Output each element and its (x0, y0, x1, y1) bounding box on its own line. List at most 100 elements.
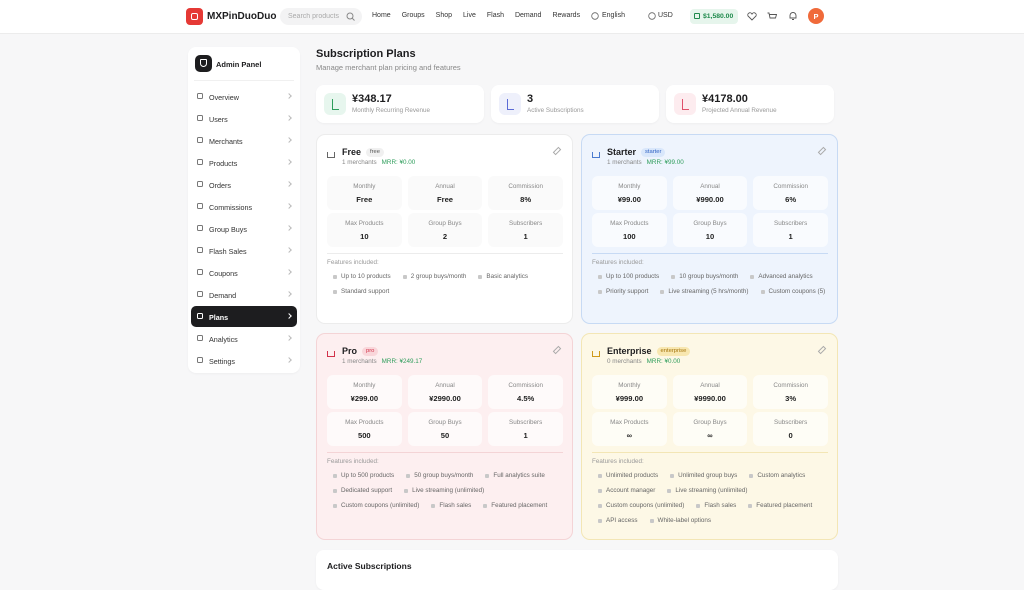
cell-label: Group Buys (693, 219, 727, 227)
chevron (286, 291, 292, 297)
sidebar-item[interactable]: Overview (191, 86, 297, 107)
feature: Custom coupons (unlimited) (333, 502, 419, 509)
edit-icon[interactable] (817, 345, 827, 355)
stat-cell: Max Products ∞ (592, 412, 667, 446)
nav-link[interactable]: Groups (401, 12, 425, 19)
sidebar-item[interactable]: Orders (191, 174, 297, 195)
item-icon (197, 181, 203, 187)
logo-glyph (191, 13, 198, 20)
sidebar-item[interactable]: Group Buys (191, 218, 297, 239)
sidebar-item[interactable]: Merchants (191, 130, 297, 151)
nav: Home Groups Shop Live Flash Demand Rewards (372, 12, 580, 19)
bullet (431, 503, 436, 508)
cell-label: Subscribers (774, 418, 808, 426)
bullet (598, 488, 602, 493)
edit-icon[interactable] (552, 146, 562, 156)
nav-link[interactable]: Home (372, 12, 391, 19)
divider (194, 80, 294, 81)
merchants: 0 merchants (607, 358, 642, 365)
plan-name-row: Enterprise enterprise (607, 346, 691, 356)
feature: Basic analytics (478, 273, 528, 280)
item-icon (197, 137, 203, 143)
cell-label: Monthly (618, 182, 641, 190)
plan-stats: Monthly ¥999.00 Annual ¥9990.00 Commission 3%… (592, 375, 828, 446)
cell-label: Subscribers (774, 219, 808, 227)
item-icon (197, 335, 203, 341)
plan-badge: pro (362, 346, 379, 356)
item-label: Plans (209, 313, 229, 322)
stat-cell: Group Buys ∞ (672, 412, 748, 446)
brand[interactable]: MXPinDuoDuo (207, 11, 277, 22)
plan-name-row: Pro pro (342, 346, 379, 356)
icon-glyph (682, 99, 689, 110)
nav-link[interactable]: Rewards (552, 12, 581, 19)
avatar[interactable]: P (808, 8, 824, 24)
feature-text: Featured placement (756, 502, 813, 509)
stat-cell: Commission 8% (488, 176, 563, 210)
stat-cell: Annual ¥9990.00 (672, 375, 748, 409)
edit-icon[interactable] (552, 345, 562, 355)
stat-cell: Subscribers 1 (488, 213, 563, 247)
nav-link[interactable]: Flash (486, 12, 504, 19)
bell-icon[interactable] (788, 11, 798, 21)
icon-glyph (507, 99, 514, 110)
sidebar: Admin Panel Overview Users Merchants Produc… (188, 47, 300, 373)
plan-name-row: Starter starter (607, 147, 666, 157)
stat-cell: Subscribers 0 (753, 412, 828, 446)
feature-text: Full analytics suite (493, 472, 545, 479)
nav-link[interactable]: Live (463, 12, 476, 19)
cell-label: Group Buys (428, 418, 462, 426)
feature-text: Live streaming (unlimited) (412, 487, 485, 494)
plan-badge: free (366, 147, 385, 157)
cell-value: 1 (523, 231, 528, 241)
nav-link[interactable]: Shop (435, 12, 453, 19)
sidebar-item[interactable]: Demand (191, 284, 297, 305)
stat-cell: Group Buys 50 (407, 412, 483, 446)
nav-link[interactable]: Demand (514, 12, 542, 19)
currency[interactable]: USD (658, 12, 673, 19)
merchants: 1 merchants (342, 358, 377, 365)
bullet (671, 274, 676, 279)
item-label: Commissions (209, 203, 253, 212)
plan-name: Pro (342, 346, 358, 356)
chevron (286, 269, 292, 275)
edit-icon[interactable] (817, 146, 827, 156)
page: MXPinDuoDuo Search products Home Groups Sh… (0, 0, 1024, 571)
cell-label: Monthly (618, 381, 641, 389)
feature-text: 2 group buys/month (410, 273, 467, 280)
cart-icon[interactable] (767, 12, 777, 21)
language[interactable]: English (602, 12, 625, 19)
divider (327, 253, 563, 254)
merchants: 1 merchants (607, 159, 642, 166)
feature-text: Flash sales (439, 502, 472, 509)
sidebar-item[interactable]: Analytics (191, 328, 297, 349)
sidebar-item[interactable]: Users (191, 108, 297, 129)
sidebar-item[interactable]: Plans (191, 306, 297, 327)
plan-name-row: Free free (342, 147, 385, 157)
item-label: Merchants (209, 137, 243, 146)
cell-value: ¥9990.00 (694, 393, 726, 403)
features-heading: Features included: (327, 458, 379, 465)
bullet (333, 289, 337, 294)
heart-icon[interactable] (747, 12, 757, 21)
stat-cell: Group Buys 10 (672, 213, 748, 247)
mrr: MRR: ¥0.00 (646, 358, 681, 365)
search-icon (346, 12, 355, 21)
sidebar-item[interactable]: Flash Sales (191, 240, 297, 261)
bullet (670, 473, 675, 478)
plan-card: Starter starter 1 merchants MRR: ¥99.00 Mont… (581, 134, 838, 324)
cell-label: Commission (508, 182, 543, 190)
header: MXPinDuoDuo Search products Home Groups Sh… (0, 0, 1024, 34)
sidebar-item[interactable]: Commissions (191, 196, 297, 217)
stat-value: ¥348.17 (352, 93, 392, 105)
logo-icon (186, 8, 203, 25)
bullet (649, 518, 654, 523)
sidebar-item[interactable]: Products (191, 152, 297, 173)
stat-card: ¥348.17 Monthly Recurring Revenue (316, 85, 484, 123)
search-box[interactable]: Search products (280, 8, 362, 25)
cell-value: 1 (788, 231, 793, 241)
plan-card: Free free 1 merchants MRR: ¥0.00 Monthly Free… (316, 134, 573, 324)
balance-pill[interactable]: $1,580.00 (690, 9, 738, 24)
sidebar-item[interactable]: Coupons (191, 262, 297, 283)
sidebar-item[interactable]: Settings (191, 350, 297, 371)
